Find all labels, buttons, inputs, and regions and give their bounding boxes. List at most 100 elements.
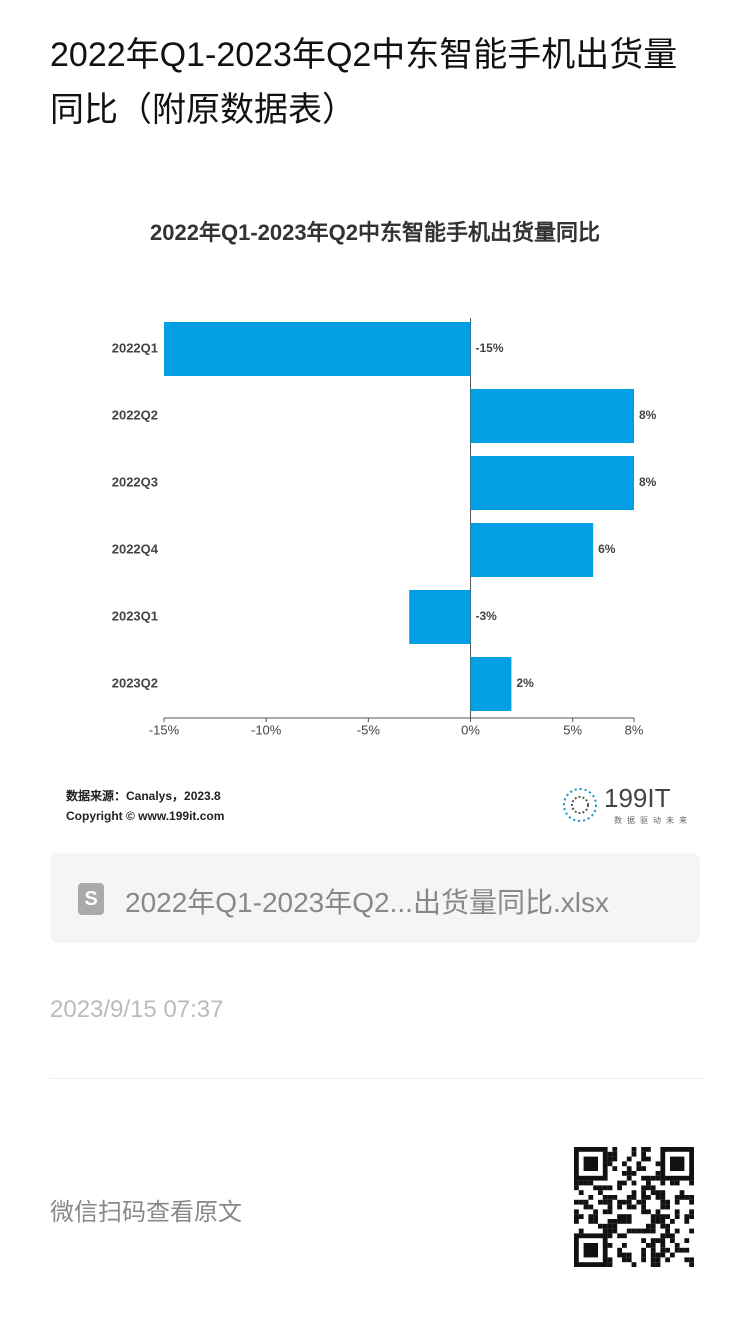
- qr-cell: [602, 1199, 608, 1205]
- qr-cell: [655, 1171, 661, 1176]
- qr-cell: [650, 1190, 656, 1195]
- qr-cell: [588, 1195, 594, 1200]
- qr-cell: [612, 1219, 618, 1224]
- qr-cell: [641, 1166, 646, 1171]
- qr-cell: [684, 1195, 690, 1200]
- qr-cell: [626, 1166, 632, 1171]
- qr-cell: [626, 1175, 632, 1181]
- qr-cell: [588, 1204, 594, 1210]
- qr-cell: [655, 1161, 661, 1167]
- qr-cell: [578, 1199, 584, 1205]
- qr-cell: [622, 1219, 627, 1224]
- value-label: 2%: [516, 676, 534, 690]
- qr-cell: [660, 1190, 666, 1195]
- qr-finder: [574, 1147, 608, 1181]
- qr-cell: [578, 1214, 584, 1219]
- qr-cell: [646, 1185, 651, 1191]
- qr-code[interactable]: [574, 1147, 694, 1267]
- x-tick-label: -5%: [357, 722, 381, 737]
- qr-cell: [679, 1195, 685, 1200]
- qr-cell: [593, 1214, 598, 1219]
- qr-cell: [607, 1243, 613, 1248]
- qr-cell: [641, 1252, 646, 1258]
- qr-cell: [660, 1252, 666, 1258]
- qr-finder: [574, 1233, 608, 1267]
- file-name[interactable]: 2022年Q1-2023年Q2...出货量同比.xlsx: [125, 887, 609, 918]
- qr-cell: [650, 1252, 656, 1258]
- qr-cell: [631, 1228, 637, 1234]
- qr-cell: [626, 1156, 632, 1162]
- qr-cell: [641, 1257, 646, 1263]
- qr-cell: [626, 1228, 632, 1234]
- logo-text: 199IT: [604, 783, 671, 813]
- qr-cell: [684, 1214, 690, 1219]
- qr-finder: [660, 1147, 694, 1181]
- x-tick-label: -15%: [149, 722, 180, 737]
- qr-cell: [574, 1219, 579, 1224]
- qr-cell: [689, 1214, 694, 1219]
- qr-cell: [650, 1223, 656, 1229]
- copyright-text: Copyright © www.199it.com: [66, 809, 224, 823]
- qr-finder-core: [583, 1156, 598, 1171]
- qr-cell: [679, 1247, 685, 1253]
- qr-cell: [650, 1262, 656, 1267]
- x-tick-label: 0%: [461, 722, 480, 737]
- qr-cell: [612, 1223, 618, 1229]
- value-label: 8%: [639, 408, 657, 422]
- qr-cell: [593, 1185, 598, 1191]
- qr-cell: [665, 1247, 670, 1253]
- qr-cell: [670, 1238, 675, 1243]
- qr-cell: [650, 1257, 656, 1263]
- qr-cell: [636, 1228, 642, 1234]
- x-tick-label: 8%: [625, 722, 644, 737]
- qr-cell: [689, 1199, 694, 1205]
- qr-cell: [622, 1214, 627, 1219]
- qr-cell: [626, 1171, 632, 1176]
- qr-cell: [607, 1204, 613, 1210]
- qr-cell: [631, 1180, 637, 1186]
- qr-cell: [641, 1195, 646, 1200]
- qr-cell: [674, 1243, 680, 1248]
- qr-cell: [650, 1185, 656, 1191]
- qr-cell: [593, 1219, 598, 1224]
- qr-cell: [607, 1185, 613, 1191]
- qr-cell: [641, 1199, 646, 1205]
- page-title: 2022年Q1-2023年Q2中东智能手机出货量同比（附原数据表）: [50, 36, 678, 129]
- qr-cell: [598, 1223, 603, 1229]
- qr-cell: [636, 1166, 642, 1171]
- qr-cell: [674, 1247, 680, 1253]
- qr-cell: [578, 1228, 584, 1234]
- qr-cell: [631, 1195, 637, 1200]
- qr-cell: [670, 1233, 675, 1239]
- qr-cell: [689, 1262, 694, 1267]
- qr-cell: [612, 1228, 618, 1234]
- qr-cell: [607, 1262, 613, 1267]
- qr-cell: [631, 1147, 637, 1152]
- bar: [164, 322, 471, 376]
- y-tick-label: 2022Q4: [112, 541, 159, 556]
- qr-cell: [641, 1247, 646, 1253]
- qr-cell: [660, 1243, 666, 1248]
- qr-cell: [583, 1199, 589, 1205]
- qr-cell: [646, 1156, 651, 1162]
- qr-cell: [607, 1199, 613, 1205]
- bar: [470, 456, 634, 510]
- qr-cell: [574, 1214, 579, 1219]
- qr-cell: [588, 1180, 594, 1186]
- publish-date: 2023/9/15 07:37: [50, 996, 224, 1023]
- logo-slogan: 数据驱动未来: [614, 815, 692, 825]
- qr-cell: [665, 1223, 670, 1229]
- qr-cell: [631, 1204, 637, 1210]
- bar: [470, 657, 512, 711]
- qr-cell: [612, 1156, 618, 1162]
- value-label: 8%: [639, 475, 657, 489]
- qr-cell: [612, 1151, 618, 1157]
- attachment-card[interactable]: S 2022年Q1-2023年Q2...出货量同比.xlsx: [50, 853, 700, 943]
- qr-cell: [646, 1228, 651, 1234]
- qr-cell: [660, 1199, 666, 1205]
- qr-cell: [598, 1185, 603, 1191]
- qr-cell: [655, 1175, 661, 1181]
- qr-cell: [617, 1180, 622, 1186]
- qr-cell: [674, 1214, 680, 1219]
- qr-cell: [650, 1214, 656, 1219]
